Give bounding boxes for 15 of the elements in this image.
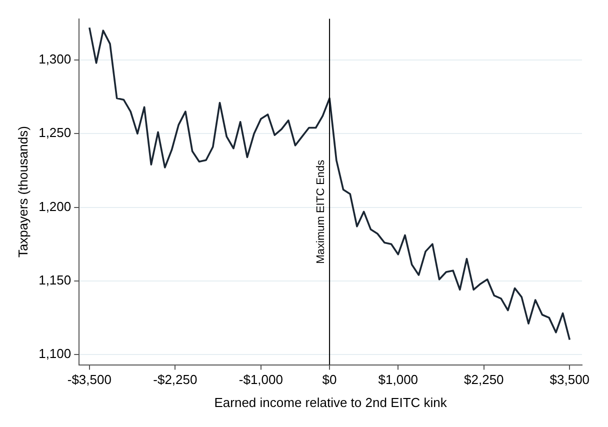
x-tick-label: $2,250 <box>464 372 504 388</box>
x-tick-label: $1,000 <box>378 372 418 388</box>
x-tick-label: -$1,000 <box>238 372 283 388</box>
y-tick-label: 1,150 <box>38 272 72 288</box>
x-tick-label: -$2,250 <box>153 372 198 388</box>
y-tick-label: 1,250 <box>38 125 72 140</box>
ref-line-label: Maximum EITC Ends <box>315 159 328 264</box>
y-tick-label: 1,100 <box>38 346 72 362</box>
y-axis-title: Taxpayers (thousands) <box>15 126 30 258</box>
x-axis-title: Earned income relative to 2nd EITC kink <box>214 394 448 410</box>
y-tick-label: 1,200 <box>38 198 72 214</box>
x-tick-label: $0 <box>322 372 337 388</box>
x-tick-label: -$3,500 <box>67 372 112 388</box>
x-tick-label: $3,500 <box>550 372 590 388</box>
y-tick-label: 1,300 <box>38 52 72 67</box>
